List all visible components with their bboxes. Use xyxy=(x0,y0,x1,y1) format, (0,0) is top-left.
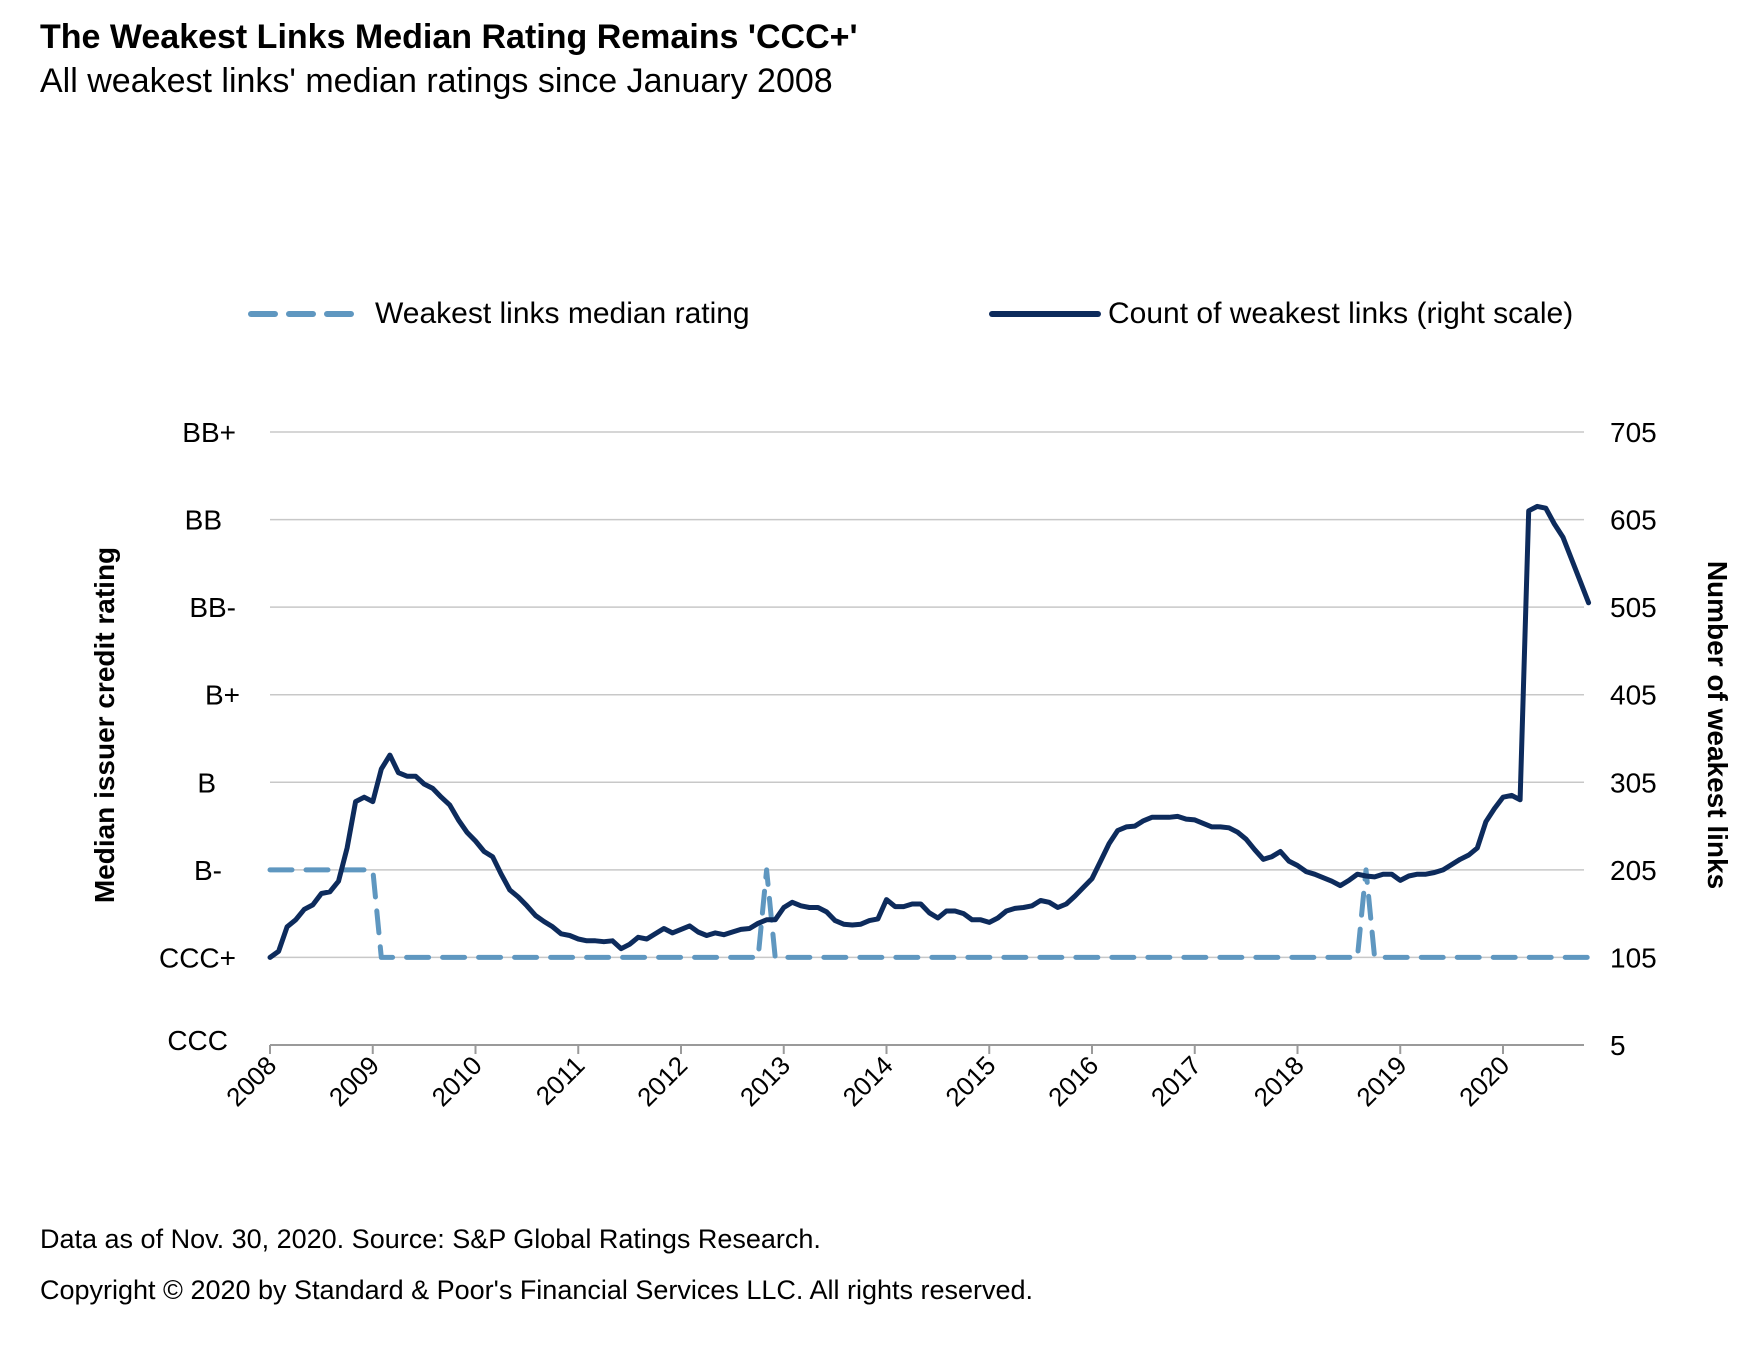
legend-dashed-line-icon xyxy=(248,311,368,317)
x-tick-label: 2018 xyxy=(1248,1050,1310,1112)
y-left-tick-label: BB xyxy=(185,505,222,536)
copyright-note: Copyright © 2020 by Standard & Poor's Fi… xyxy=(40,1275,1034,1305)
x-tick-label: 2016 xyxy=(1042,1050,1104,1112)
x-tick-label: 2010 xyxy=(426,1050,488,1112)
y-right-tick-label: 5 xyxy=(1610,1030,1626,1061)
y-right-tick-label: 605 xyxy=(1610,505,1657,536)
y-left-tick-label: B+ xyxy=(205,680,240,711)
y-axis-left-title: Median issuer credit rating xyxy=(89,546,120,904)
y-left-tick-label: B xyxy=(197,767,216,798)
y-left-tick-label: B- xyxy=(194,855,222,886)
chart-subtitle: All weakest links' median ratings since … xyxy=(40,62,833,100)
chart-title: The Weakest Links Median Rating Remains … xyxy=(40,18,858,56)
x-tick-label: 2008 xyxy=(220,1050,282,1112)
x-tick-label: 2011 xyxy=(530,1050,591,1111)
y-right-tick-label: 205 xyxy=(1610,855,1657,886)
legend-item-count: Count of weakest links (right scale) xyxy=(988,297,1573,331)
y-left-tick-label: BB- xyxy=(189,592,236,623)
x-tick-label: 2012 xyxy=(631,1050,693,1112)
source-note: Data as of Nov. 30, 2020. Source: S&P Gl… xyxy=(40,1224,821,1254)
x-tick-label: 2014 xyxy=(837,1050,899,1112)
x-tick-label: 2020 xyxy=(1453,1050,1515,1112)
y-right-tick-label: 705 xyxy=(1610,417,1657,448)
series-line-count xyxy=(267,503,1592,960)
series-line-median-rating xyxy=(267,867,1592,960)
y-right-tick-label: 305 xyxy=(1610,767,1657,798)
x-tick-label: 2015 xyxy=(939,1050,1001,1112)
y-left-tick-label: BB+ xyxy=(182,417,236,448)
y-left-tick-label: CCC xyxy=(167,1025,228,1056)
y-right-tick-label: 105 xyxy=(1610,942,1657,973)
x-tick-label: 2017 xyxy=(1145,1050,1207,1112)
y-left-tick-label: CCC+ xyxy=(159,942,236,973)
legend-label-count: Count of weakest links (right scale) xyxy=(1108,297,1574,330)
x-tick-label: 2009 xyxy=(323,1050,385,1112)
y-right-tick-label: 505 xyxy=(1610,592,1657,623)
y-right-tick-label: 405 xyxy=(1610,680,1657,711)
y-axis-right-title: Number of weakest links xyxy=(1702,560,1733,890)
x-tick-label: 2013 xyxy=(734,1050,796,1112)
x-tick-label: 2019 xyxy=(1350,1050,1412,1112)
legend-item-rating: Weakest links median rating xyxy=(247,297,750,331)
legend-solid-line-icon xyxy=(989,311,1101,317)
legend-label-rating: Weakest links median rating xyxy=(375,297,750,330)
